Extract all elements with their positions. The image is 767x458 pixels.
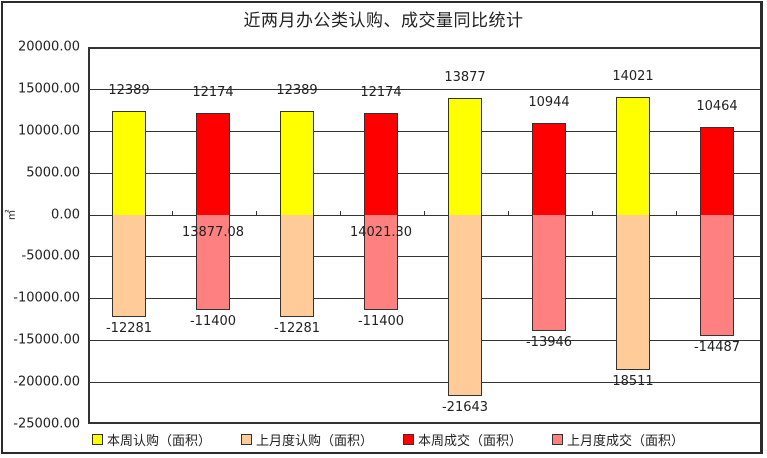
bar-negative [280, 214, 314, 318]
bar-positive [280, 110, 314, 216]
bar-positive [448, 98, 482, 216]
bar-positive [196, 112, 230, 216]
data-label-extra: 13877.08 [181, 224, 245, 240]
x-tick-mark [508, 210, 509, 215]
bar-negative [448, 214, 482, 396]
y-tick-label: -25000.00 [13, 416, 80, 432]
legend-swatch-icon [92, 433, 103, 445]
bar-positive [364, 112, 398, 216]
plot-area [88, 47, 760, 424]
data-label-positive: 10944 [528, 94, 570, 110]
legend: 本周认购（面积） 上月度认购（面积） 本周成交（面积） 上月度成交（面积） [92, 430, 714, 449]
legend-label: 本周成交（面积） [418, 433, 523, 449]
gridline [90, 214, 760, 216]
y-tick-label: 0.00 [51, 207, 80, 223]
gridline [90, 382, 760, 384]
gridline [90, 340, 760, 342]
y-tick-label: 10000.00 [17, 123, 80, 139]
y-tick-label: 20000.00 [17, 39, 80, 55]
data-label-positive: 12389 [108, 82, 150, 98]
data-label-positive: 14021 [612, 69, 654, 85]
x-tick-mark [676, 210, 677, 215]
bar-negative [196, 214, 230, 311]
bar-negative [532, 214, 566, 332]
legend-item: 本周成交（面积） [403, 430, 522, 449]
data-label-negative: -11400 [357, 314, 405, 330]
x-tick-mark [172, 210, 173, 215]
chart-title: 近两月办公类认购、成交量同比统计 [243, 11, 524, 31]
data-label-positive: 13877 [444, 70, 486, 86]
y-tick-label: 15000.00 [17, 81, 80, 97]
data-label-positive: 10464 [696, 98, 738, 114]
data-label-positive: 12174 [192, 84, 234, 100]
x-tick-mark [424, 210, 425, 215]
legend-item: 上月度认购（面积） [241, 430, 373, 449]
legend-item: 本周认购（面积） [92, 430, 211, 449]
data-label-negative: -21643 [441, 399, 489, 415]
gridline [90, 88, 760, 90]
gridline [90, 130, 760, 132]
x-tick-mark [256, 210, 257, 215]
y-tick-label: -20000.00 [13, 374, 80, 390]
gridline [90, 256, 760, 258]
bar-positive [112, 110, 146, 216]
y-tick-label: 5000.00 [26, 165, 80, 181]
data-label-extra: 14021.30 [349, 224, 413, 240]
bar-positive [532, 122, 566, 216]
data-label-positive: 12389 [276, 82, 318, 98]
x-tick-mark [592, 210, 593, 215]
data-label-negative: -11400 [189, 314, 237, 330]
y-tick-label: -15000.00 [13, 332, 80, 348]
legend-swatch-icon [552, 433, 564, 445]
y-tick-label: -5000.00 [21, 248, 80, 264]
y-tick-label: -10000.00 [13, 290, 80, 306]
legend-swatch-icon [241, 433, 253, 445]
bar-positive [616, 97, 650, 216]
data-label-negative: -12281 [105, 321, 153, 337]
legend-swatch-icon [403, 433, 415, 445]
bar-negative [700, 214, 734, 336]
data-label-positive: 12174 [360, 84, 402, 100]
gridline [90, 172, 760, 174]
legend-item: 上月度成交（面积） [552, 430, 684, 449]
bar-negative [616, 214, 650, 370]
data-label-negative: -13946 [525, 335, 573, 351]
bar-negative [112, 214, 146, 318]
x-tick-mark [340, 210, 341, 215]
data-label-negative: -14487 [693, 339, 741, 355]
data-label-negative: 18511 [612, 373, 654, 389]
data-label-negative: -12281 [273, 321, 321, 337]
legend-label: 本周认购（面积） [107, 433, 212, 449]
legend-label: 上月度成交（面积） [567, 433, 685, 449]
bar-negative [364, 214, 398, 311]
gridline [90, 298, 760, 300]
legend-label: 上月度认购（面积） [256, 433, 374, 449]
bar-positive [700, 126, 734, 216]
